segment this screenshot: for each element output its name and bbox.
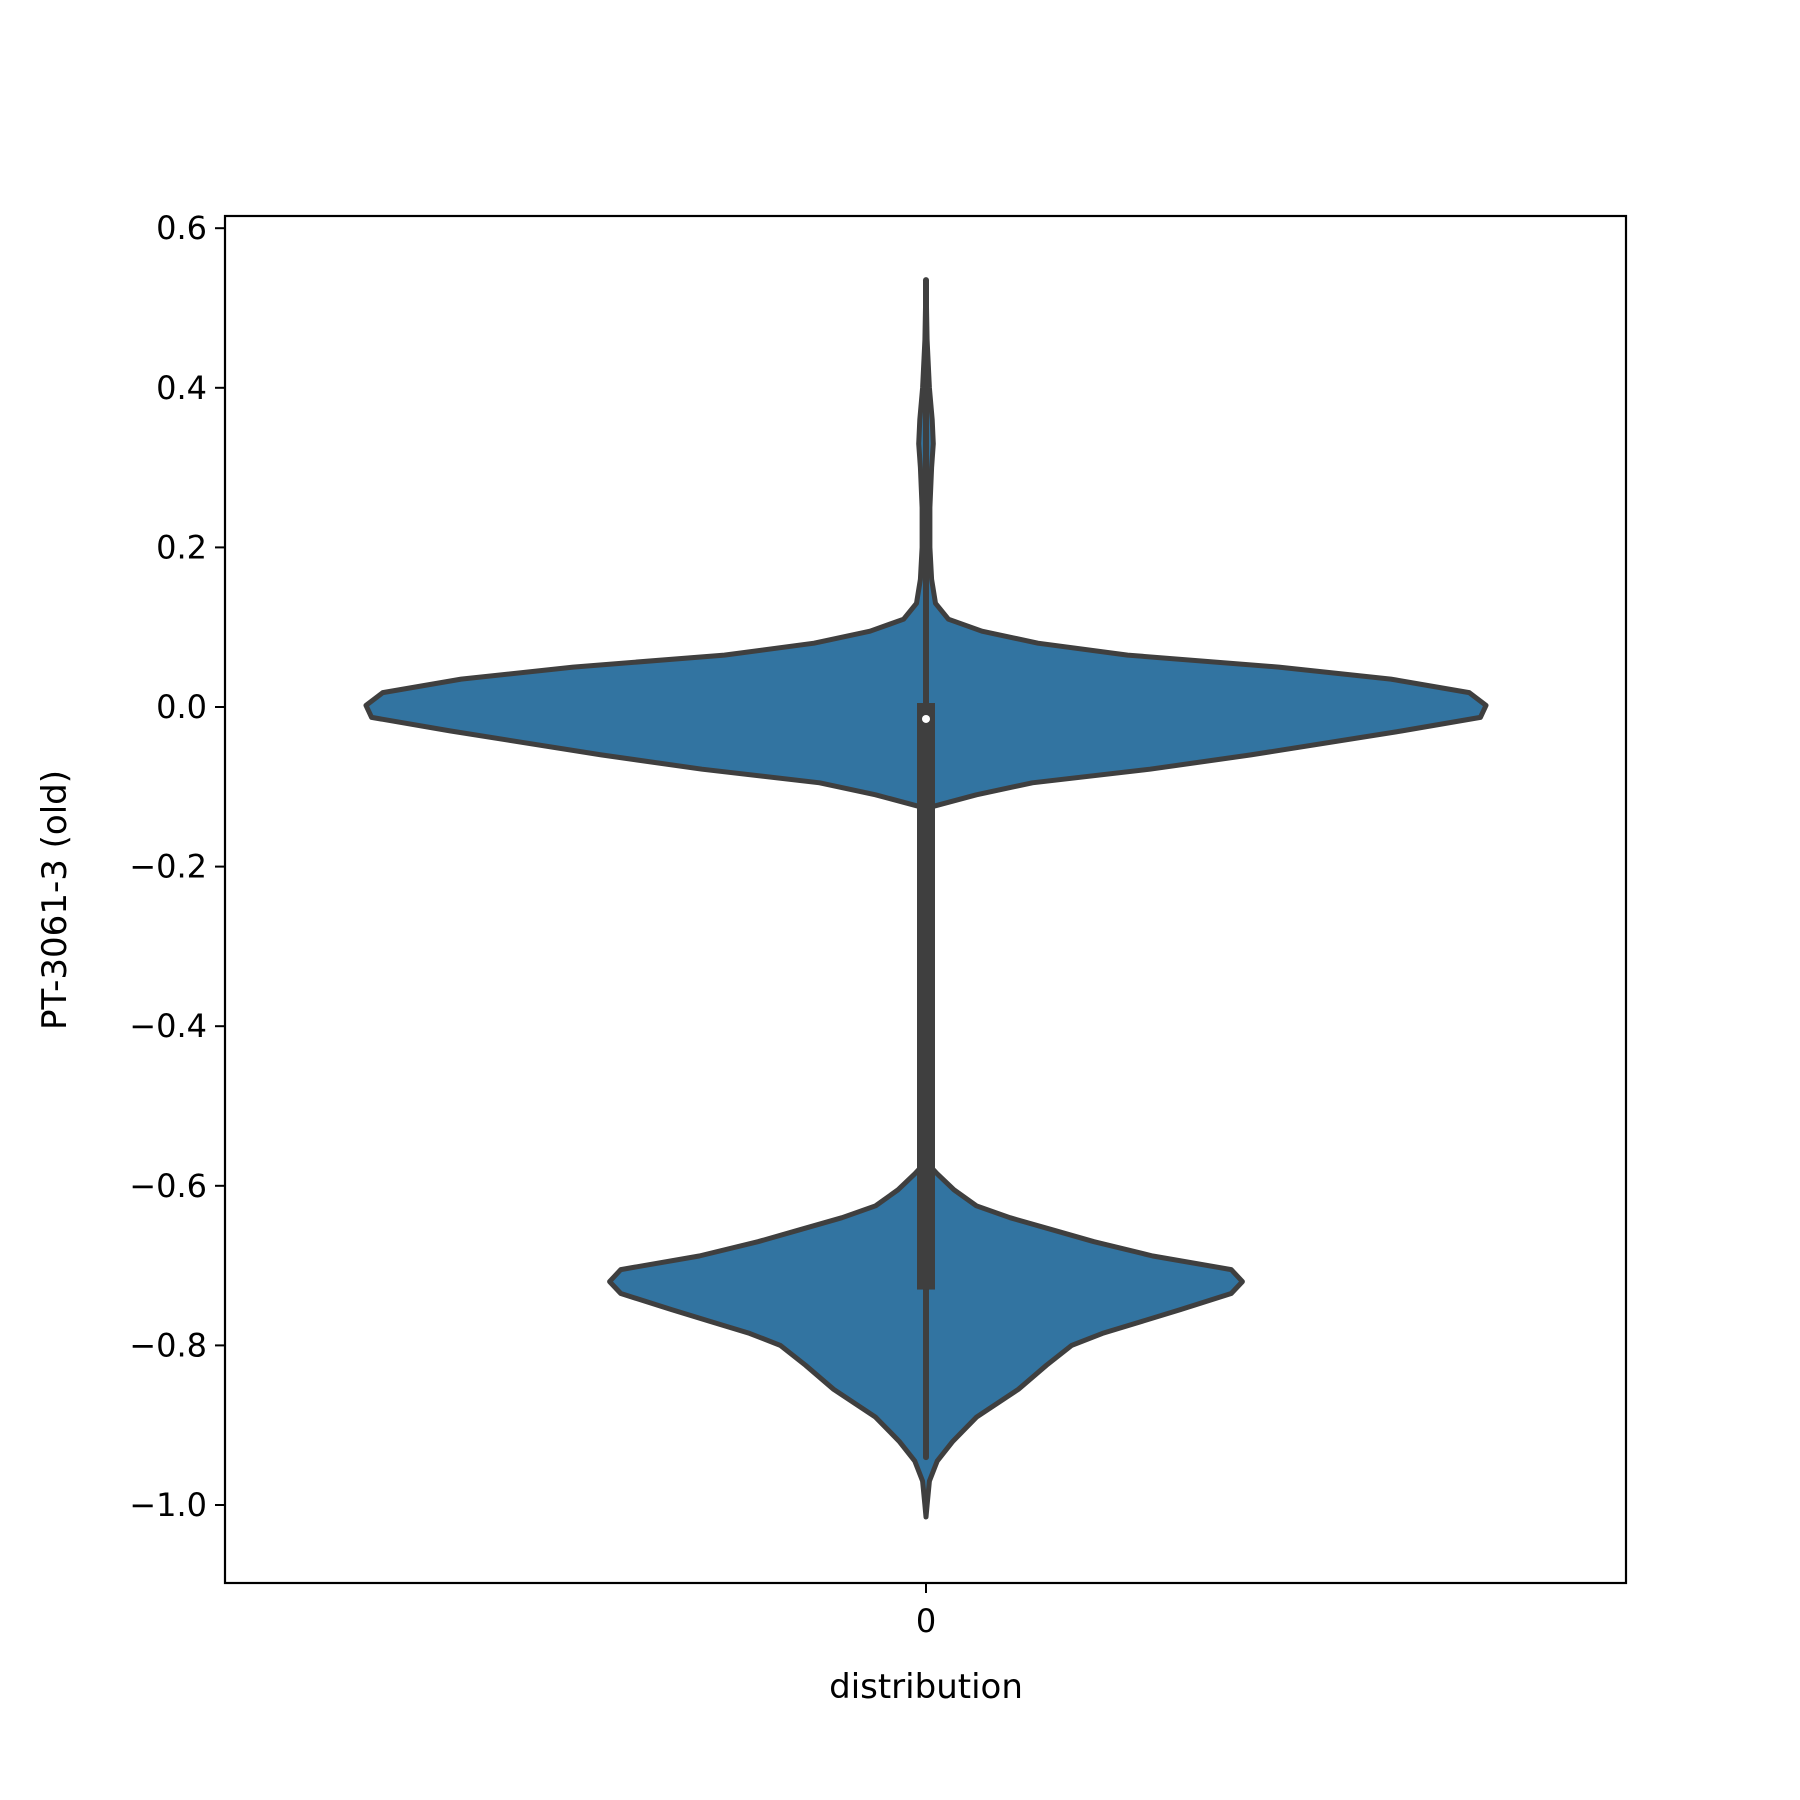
plot-layer xyxy=(363,277,1489,1520)
y-tick-label: 0.4 xyxy=(156,369,207,407)
y-tick-label: −0.6 xyxy=(129,1167,207,1205)
x-tick-label: 0 xyxy=(916,1602,936,1640)
x-axis-label: distribution xyxy=(829,1667,1023,1707)
y-tick-label: −0.8 xyxy=(129,1326,207,1364)
y-tick-label: 0.6 xyxy=(156,209,207,247)
y-axis-label: PT-3061-3 (old) xyxy=(35,770,75,1030)
median-point xyxy=(922,714,930,723)
iqr-box xyxy=(917,703,935,1290)
y-tick-label: 0.0 xyxy=(156,688,207,726)
y-tick-label: −0.4 xyxy=(129,1007,207,1045)
x-axis: 0 xyxy=(916,1583,936,1640)
y-tick-label: −0.2 xyxy=(129,848,207,886)
y-axis: 0.6 0.4 0.2 0.0 −0.2 −0.4 −0.6 −0.8 −1.0 xyxy=(129,209,225,1524)
y-tick-label: −1.0 xyxy=(129,1486,207,1524)
y-tick-label: 0.2 xyxy=(156,528,207,566)
